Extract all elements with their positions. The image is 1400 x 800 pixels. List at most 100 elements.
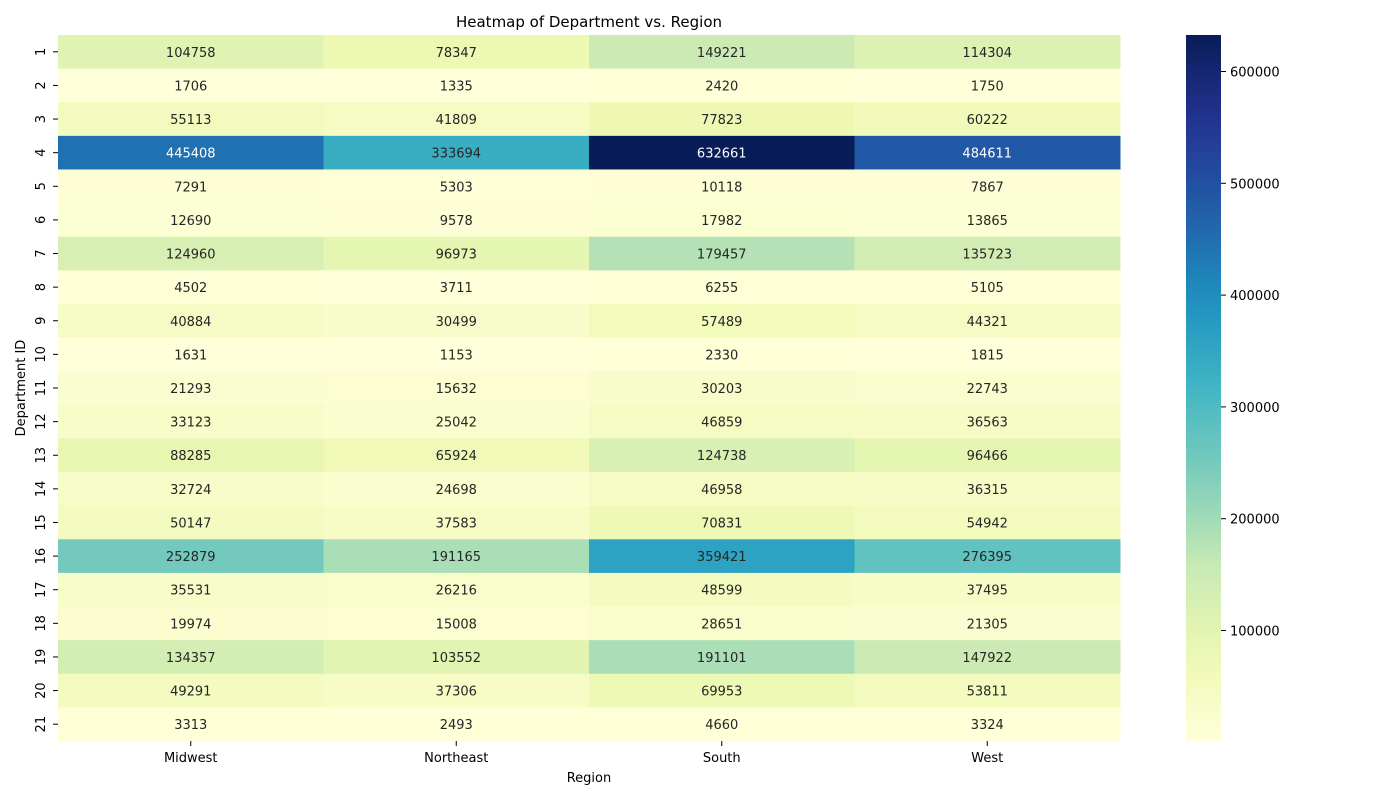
cell-value-label: 134357 <box>166 651 216 666</box>
cell-value-label: 333694 <box>431 147 481 162</box>
colorbar-tick-label: 500000 <box>1230 177 1280 192</box>
cell-value-label: 5105 <box>971 281 1004 296</box>
heatmap-cell <box>58 337 324 372</box>
cell-value-label: 179457 <box>697 248 747 263</box>
cell-value-label: 104758 <box>166 46 216 61</box>
cell-value-label: 46958 <box>701 483 742 498</box>
heatmap-cell <box>323 707 590 742</box>
cell-value-label: 88285 <box>170 449 211 464</box>
heatmap-cell <box>323 640 590 675</box>
cell-value-label: 54942 <box>967 516 1008 531</box>
heatmap-cell <box>589 35 855 70</box>
heatmap-cell <box>58 35 324 70</box>
y-tick-label: 1 <box>34 48 49 56</box>
heatmap-cell <box>589 472 855 507</box>
heatmap-cell <box>854 35 1121 70</box>
cell-value-label: 25042 <box>436 416 477 431</box>
cell-value-label: 1706 <box>174 79 207 94</box>
cell-value-label: 53811 <box>967 685 1008 700</box>
heatmap-cell <box>58 640 324 675</box>
colorbar-tick-label: 100000 <box>1230 624 1280 639</box>
x-axis-label: Region <box>567 771 612 786</box>
heatmap-cell <box>589 169 855 204</box>
y-tick-label: 3 <box>34 115 49 123</box>
y-tick-label: 11 <box>34 380 49 397</box>
heatmap-cell <box>589 371 855 406</box>
cell-value-label: 26216 <box>436 584 477 599</box>
heatmap-cell <box>323 35 590 70</box>
cell-value-label: 4660 <box>705 718 738 733</box>
heatmap-cell <box>854 505 1121 540</box>
cell-value-label: 276395 <box>962 550 1012 565</box>
heatmap-cell <box>323 303 590 339</box>
colorbar-tick-label: 300000 <box>1230 401 1280 416</box>
y-tick-label: 5 <box>34 182 49 190</box>
x-tick-label: West <box>971 751 1003 766</box>
heatmap-cell <box>589 236 855 271</box>
cell-value-label: 1750 <box>971 79 1004 94</box>
cell-value-label: 30203 <box>701 382 742 397</box>
y-axis-label: Department ID <box>14 340 29 437</box>
heatmap-cell <box>58 371 324 406</box>
cell-value-label: 96973 <box>436 248 477 263</box>
heatmap-cell <box>323 673 590 708</box>
heatmap-cell <box>323 270 590 305</box>
cell-value-label: 21305 <box>967 617 1008 632</box>
cell-value-label: 48599 <box>701 584 742 599</box>
y-tick-label: 14 <box>34 481 49 498</box>
heatmap-cell <box>854 472 1121 507</box>
cell-value-label: 147922 <box>962 651 1012 666</box>
heatmap-cells: 104758 78347 149221 114304 1706 1335 2420 1750 5… <box>58 35 1121 742</box>
colorbar-tick-label: 400000 <box>1230 289 1280 304</box>
cell-value-label: 3711 <box>440 281 473 296</box>
heatmap-cell <box>854 169 1121 204</box>
cell-value-label: 96466 <box>967 449 1008 464</box>
heatmap-cell <box>854 707 1121 742</box>
cell-value-label: 15008 <box>436 617 477 632</box>
cell-value-label: 60222 <box>967 113 1008 128</box>
y-tick-label: 10 <box>34 346 49 363</box>
heatmap-cell <box>854 135 1121 170</box>
y-tick-label: 15 <box>34 514 49 531</box>
cell-value-label: 632661 <box>697 147 747 162</box>
y-tick-label: 19 <box>34 649 49 666</box>
cell-value-label: 103552 <box>431 651 481 666</box>
cell-value-label: 36315 <box>967 483 1008 498</box>
cell-value-label: 37583 <box>436 516 477 531</box>
heatmap-cell <box>323 438 590 473</box>
heatmap-cell <box>589 572 855 608</box>
cell-value-label: 1153 <box>440 348 473 363</box>
x-tick-label: Midwest <box>164 751 218 766</box>
heatmap-cell <box>589 135 855 170</box>
heatmap-cell <box>589 102 855 137</box>
cell-value-label: 3313 <box>174 718 207 733</box>
cell-value-label: 114304 <box>962 46 1012 61</box>
cell-value-label: 40884 <box>170 315 211 330</box>
cell-value-label: 7291 <box>174 180 207 195</box>
cell-value-label: 15632 <box>436 382 477 397</box>
heatmap-cell <box>58 572 324 608</box>
heatmap-cell <box>854 572 1121 608</box>
cell-value-label: 33123 <box>170 416 211 431</box>
heatmap-cell <box>854 236 1121 271</box>
heatmap-cell <box>854 640 1121 675</box>
heatmap-cell <box>58 404 324 439</box>
cell-value-label: 2330 <box>705 348 738 363</box>
cell-value-label: 3324 <box>971 718 1004 733</box>
heatmap-cell <box>854 673 1121 708</box>
colorbar-gradient <box>1186 35 1221 741</box>
heatmap-cell <box>58 606 324 641</box>
heatmap-cell <box>589 505 855 540</box>
heatmap-cell <box>854 371 1121 406</box>
cell-value-label: 22743 <box>967 382 1008 397</box>
heatmap-cell <box>58 203 324 238</box>
heatmap-cell <box>58 236 324 271</box>
cell-value-label: 7867 <box>971 180 1004 195</box>
y-tick-label: 12 <box>34 413 49 430</box>
cell-value-label: 70831 <box>701 516 742 531</box>
heatmap-cell <box>323 572 590 608</box>
cell-value-label: 55113 <box>170 113 211 128</box>
y-tick-label: 6 <box>34 216 49 224</box>
heatmap-cell <box>323 371 590 406</box>
heatmap-cell <box>323 135 590 170</box>
